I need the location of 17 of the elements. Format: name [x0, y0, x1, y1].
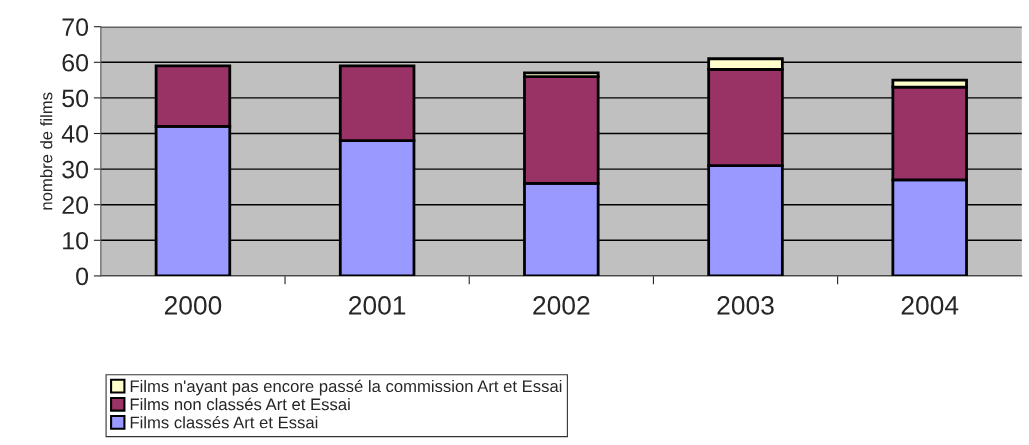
y-tick-label: 70 — [62, 18, 89, 36]
y-tick-label: 0 — [76, 267, 89, 286]
legend-label: Films n'ayant pas encore passé la commission Art et Essai — [130, 379, 562, 396]
legend-label: Films classés Art et Essai — [130, 415, 318, 429]
x-tick-label: 2004 — [901, 296, 959, 315]
y-tick-label: 40 — [61, 125, 89, 143]
y-tick-label: 60 — [62, 53, 89, 72]
y-tick-label: 30 — [62, 160, 89, 179]
x-tick-label: 2000 — [164, 296, 222, 315]
y-tick-label: 10 — [63, 231, 89, 250]
y-axis-title: nombre de films — [40, 92, 53, 210]
x-tick-label: 2002 — [533, 296, 590, 315]
x-tick-label: 2003 — [717, 296, 774, 315]
legend-label: Films non classés Art et Essai — [130, 397, 350, 411]
x-tick-label: 2001 — [349, 296, 406, 315]
y-tick-label: 20 — [62, 196, 89, 214]
y-tick-label: 50 — [62, 89, 89, 108]
